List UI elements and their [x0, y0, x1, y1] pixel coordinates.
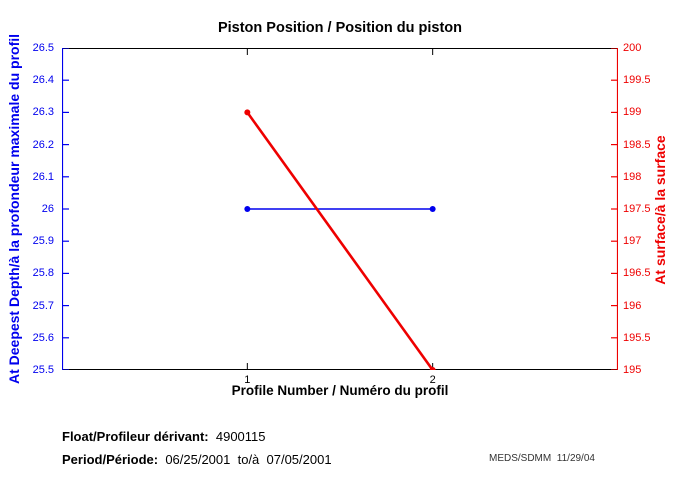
- credit-text: MEDS/SDMM 11/29/04: [489, 453, 595, 464]
- left-tick-label: 26.4: [32, 74, 54, 87]
- left-tick-label: 26: [41, 203, 54, 215]
- right-tick-label: 195.5: [623, 331, 651, 344]
- x-tick-label: 1: [244, 374, 251, 386]
- right-tick-label: 199.5: [623, 74, 651, 87]
- left-tick-label: 25.5: [32, 364, 54, 376]
- right-tick-label: 197: [623, 235, 642, 248]
- period-label: Period/Période:: [62, 452, 166, 467]
- right-tick-label: 196: [623, 299, 642, 312]
- series-line-surface: [246, 111, 434, 370]
- right-tick-label: 198.5: [623, 138, 651, 151]
- left-tick-label: 25.6: [32, 331, 54, 344]
- right-tick-label: 197.5: [623, 203, 651, 215]
- series-marker-surface: [429, 367, 436, 370]
- left-tick-label: 26.1: [32, 170, 54, 183]
- float-id-value: 4900115: [215, 429, 266, 444]
- x-axis-label: Profile Number / Numéro du profil: [231, 383, 449, 398]
- period-line: Period/Période: 06/25/2001 to/à 07/05/20…: [62, 452, 332, 467]
- left-tick-label: 25.9: [32, 235, 54, 248]
- plot-area: [62, 48, 618, 370]
- series-marker-deepest-depth: [244, 206, 251, 212]
- series-marker-deepest-depth: [429, 206, 436, 212]
- right-tick-label: 199: [623, 106, 642, 119]
- left-tick-label: 26.2: [32, 138, 54, 151]
- right-tick-label: 198: [623, 170, 642, 183]
- right-tick-label: 196.5: [623, 267, 651, 280]
- right-axis-label: At surface/à la surface: [652, 135, 668, 285]
- left-tick-label: 25.7: [32, 299, 54, 312]
- float-id-label: Float/Profileur dérivant:: [62, 429, 216, 444]
- right-tick-label: 195: [623, 364, 642, 376]
- right-tick-label: 200: [623, 42, 642, 54]
- chart-title: Piston Position / Position du piston: [217, 20, 463, 36]
- left-tick-label: 26.5: [32, 42, 54, 54]
- float-id-line: Float/Profileur dérivant: 4900115: [62, 429, 266, 444]
- left-tick-label: 25.8: [32, 267, 54, 280]
- period-value: 06/25/2001 to/à 07/05/2001: [165, 452, 332, 467]
- x-tick-label: 2: [429, 374, 436, 386]
- left-tick-label: 26.3: [32, 106, 54, 119]
- series-marker-surface: [244, 109, 251, 116]
